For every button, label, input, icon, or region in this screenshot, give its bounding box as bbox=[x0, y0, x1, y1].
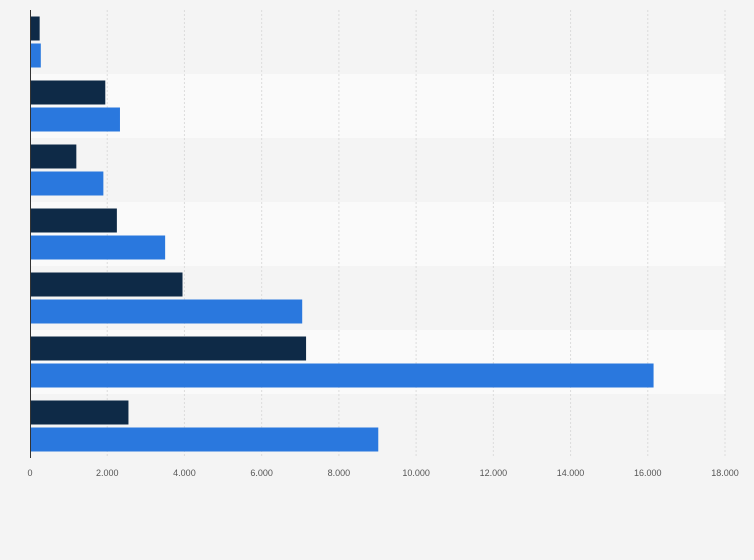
bar bbox=[30, 144, 77, 169]
bar bbox=[30, 80, 106, 105]
bar bbox=[30, 235, 166, 260]
x-tick-label: 12.000 bbox=[480, 468, 508, 478]
x-tick-label: 4.000 bbox=[173, 468, 196, 478]
x-tick-label: 6.000 bbox=[250, 468, 273, 478]
x-tick-label: 18.000 bbox=[711, 468, 739, 478]
x-tick-label: 8.000 bbox=[328, 468, 351, 478]
bar bbox=[30, 107, 120, 132]
x-tick-label: 14.000 bbox=[557, 468, 585, 478]
bar bbox=[30, 171, 104, 196]
x-axis-ticks: 0 2.000 4.000 6.000 8.000 10.000 12.000 14.000 1… bbox=[27, 468, 738, 478]
bar bbox=[30, 272, 183, 297]
bar bbox=[30, 336, 307, 361]
bar bbox=[30, 16, 40, 41]
row-bands bbox=[30, 10, 725, 458]
bar bbox=[30, 208, 117, 233]
row-band bbox=[30, 138, 725, 202]
x-tick-label: 0 bbox=[27, 468, 32, 478]
x-tick-label: 10.000 bbox=[402, 468, 430, 478]
x-tick-label: 16.000 bbox=[634, 468, 662, 478]
bar bbox=[30, 43, 41, 68]
bar bbox=[30, 427, 379, 452]
bars bbox=[30, 16, 654, 452]
bar bbox=[30, 299, 303, 324]
bar bbox=[30, 363, 654, 388]
x-tick-label: 2.000 bbox=[96, 468, 119, 478]
row-band bbox=[30, 10, 725, 74]
row-band bbox=[30, 74, 725, 138]
bar bbox=[30, 400, 129, 425]
